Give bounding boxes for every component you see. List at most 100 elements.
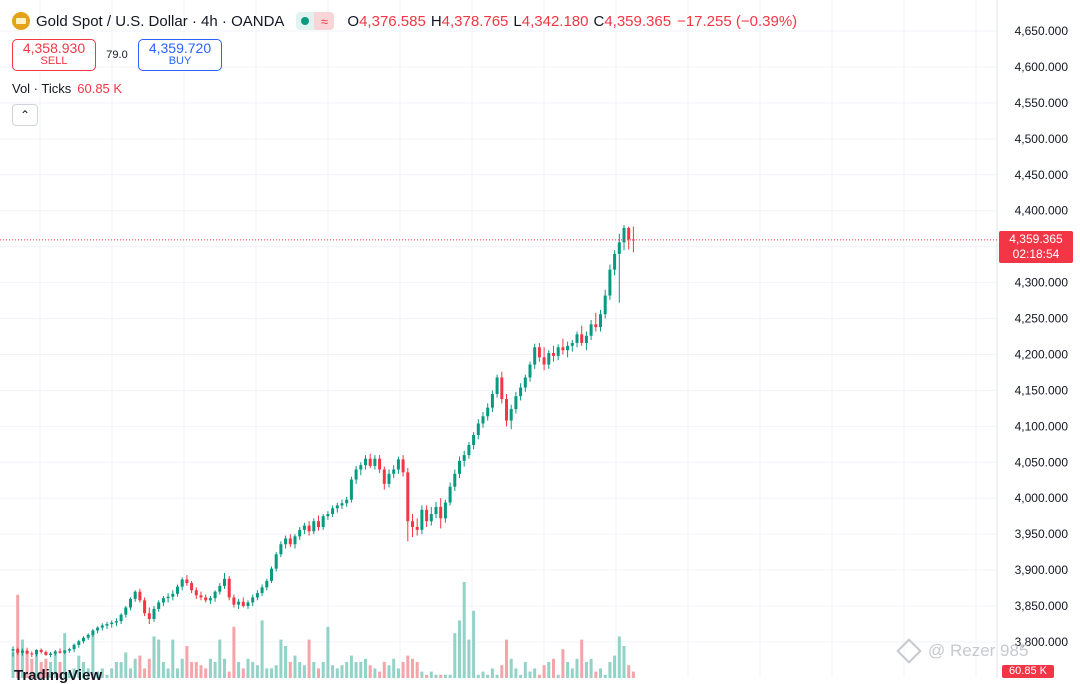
volume-bar bbox=[298, 662, 302, 678]
candle-body bbox=[617, 242, 621, 254]
candle-body bbox=[425, 509, 429, 522]
volume-bar bbox=[279, 639, 283, 678]
volume-bar bbox=[387, 665, 391, 678]
y-tick-label: 4,500.000 bbox=[1015, 132, 1069, 146]
volume-bar bbox=[270, 668, 273, 678]
y-tick-label: 3,950.000 bbox=[1015, 527, 1069, 541]
volume-bar bbox=[161, 662, 165, 678]
volume-bar bbox=[359, 662, 363, 678]
candle-body bbox=[58, 651, 62, 653]
candle-body bbox=[129, 598, 132, 608]
candle-body bbox=[180, 579, 184, 587]
collapse-legend-button[interactable]: ⌃ bbox=[12, 104, 38, 126]
volume-bar bbox=[411, 658, 414, 678]
low-key: L bbox=[513, 12, 522, 30]
volume-bar bbox=[72, 668, 76, 678]
volume-bar bbox=[401, 662, 405, 678]
candle-body bbox=[429, 514, 433, 522]
volume-bar bbox=[570, 668, 574, 678]
candle-body bbox=[415, 526, 419, 530]
volume-bar bbox=[486, 674, 490, 678]
candle-body bbox=[622, 227, 626, 243]
candle-body bbox=[589, 324, 593, 336]
volume-bar bbox=[627, 665, 631, 678]
volume-bar bbox=[537, 674, 541, 678]
volume-bar bbox=[340, 665, 344, 678]
candle-body bbox=[594, 324, 598, 328]
watermark: @ Rezer 985 bbox=[896, 638, 1028, 664]
last-price-tag: 4,359.365 02:18:54 bbox=[999, 231, 1073, 263]
y-tick-label: 3,850.000 bbox=[1015, 599, 1069, 613]
candle-body bbox=[505, 399, 508, 421]
symbol-title[interactable]: Gold Spot / U.S. Dollar · 4h · OANDA bbox=[36, 12, 285, 30]
y-tick-label: 4,300.000 bbox=[1015, 276, 1069, 290]
candle-body bbox=[293, 536, 297, 545]
volume-bar bbox=[406, 655, 410, 678]
volume-bar bbox=[67, 671, 71, 678]
candle-body bbox=[147, 613, 151, 619]
volume-bar bbox=[241, 668, 245, 678]
volume-bar bbox=[458, 620, 461, 678]
open-value: 4,376.585 bbox=[359, 12, 426, 30]
y-tick-label: 3,900.000 bbox=[1015, 563, 1069, 577]
sell-label: SELL bbox=[40, 55, 68, 67]
y-tick-label: 4,050.000 bbox=[1015, 455, 1069, 469]
close-key: C bbox=[593, 12, 605, 30]
candle-body bbox=[199, 595, 203, 598]
volume-legend[interactable]: Vol · Ticks 60.85 K bbox=[12, 81, 122, 96]
candle-body bbox=[171, 593, 175, 597]
trade-panel: 4,358.930 SELL 79.0 4,359.720 BUY bbox=[12, 39, 222, 71]
volume-bar bbox=[194, 662, 198, 678]
candle-body bbox=[20, 650, 24, 653]
volume-bar bbox=[425, 674, 429, 678]
buy-button[interactable]: 4,359.720 BUY bbox=[138, 39, 222, 71]
volume-bar bbox=[307, 639, 311, 678]
market-status[interactable]: ≈ bbox=[296, 12, 335, 30]
volume-bar bbox=[467, 639, 471, 678]
volume-bar bbox=[453, 633, 457, 678]
volume-bar bbox=[561, 649, 565, 678]
y-tick-label: 4,400.000 bbox=[1015, 204, 1069, 218]
candle-body bbox=[490, 394, 494, 408]
candle-body bbox=[96, 627, 100, 631]
candle-body bbox=[110, 622, 114, 625]
candle-body bbox=[265, 580, 269, 588]
candle-body bbox=[599, 314, 602, 328]
tradingview-logo[interactable]: TradingView bbox=[14, 667, 103, 684]
candle-body bbox=[208, 598, 212, 601]
high-key: H bbox=[430, 12, 442, 30]
volume-bar bbox=[166, 668, 170, 678]
candle-body bbox=[519, 387, 523, 397]
volume-bar bbox=[114, 662, 118, 678]
candle-body bbox=[364, 458, 367, 466]
volume-bar bbox=[429, 671, 433, 678]
volume-bar bbox=[631, 671, 635, 678]
volume-bar bbox=[274, 665, 278, 678]
volume-bar bbox=[382, 662, 386, 678]
volume-bar bbox=[345, 662, 349, 678]
candle-body bbox=[204, 597, 208, 601]
volume-bar bbox=[86, 668, 90, 678]
candle-body bbox=[467, 445, 471, 456]
sell-button[interactable]: 4,358.930 SELL bbox=[12, 39, 96, 71]
volume-bar bbox=[208, 658, 212, 678]
volume-bar bbox=[373, 668, 377, 678]
volume-bar bbox=[514, 668, 518, 678]
symbol-legend[interactable]: Gold Spot / U.S. Dollar · 4h · OANDA ≈ O… bbox=[12, 12, 797, 30]
buy-label: BUY bbox=[168, 55, 192, 67]
candle-body bbox=[537, 347, 541, 358]
volume-bar bbox=[509, 658, 513, 678]
y-tick-label: 4,600.000 bbox=[1015, 60, 1069, 74]
candle-body bbox=[176, 586, 179, 594]
candle-body bbox=[53, 651, 57, 654]
candle-body bbox=[448, 486, 452, 503]
delayed-data-icon: ≈ bbox=[314, 12, 335, 30]
volume-bar bbox=[152, 636, 156, 678]
candle-body bbox=[30, 653, 34, 655]
volume-bar bbox=[617, 636, 621, 678]
volume-bar bbox=[575, 658, 579, 678]
market-open-icon bbox=[296, 12, 315, 30]
sell-price: 4,358.930 bbox=[22, 40, 86, 56]
candle-body bbox=[406, 472, 410, 522]
